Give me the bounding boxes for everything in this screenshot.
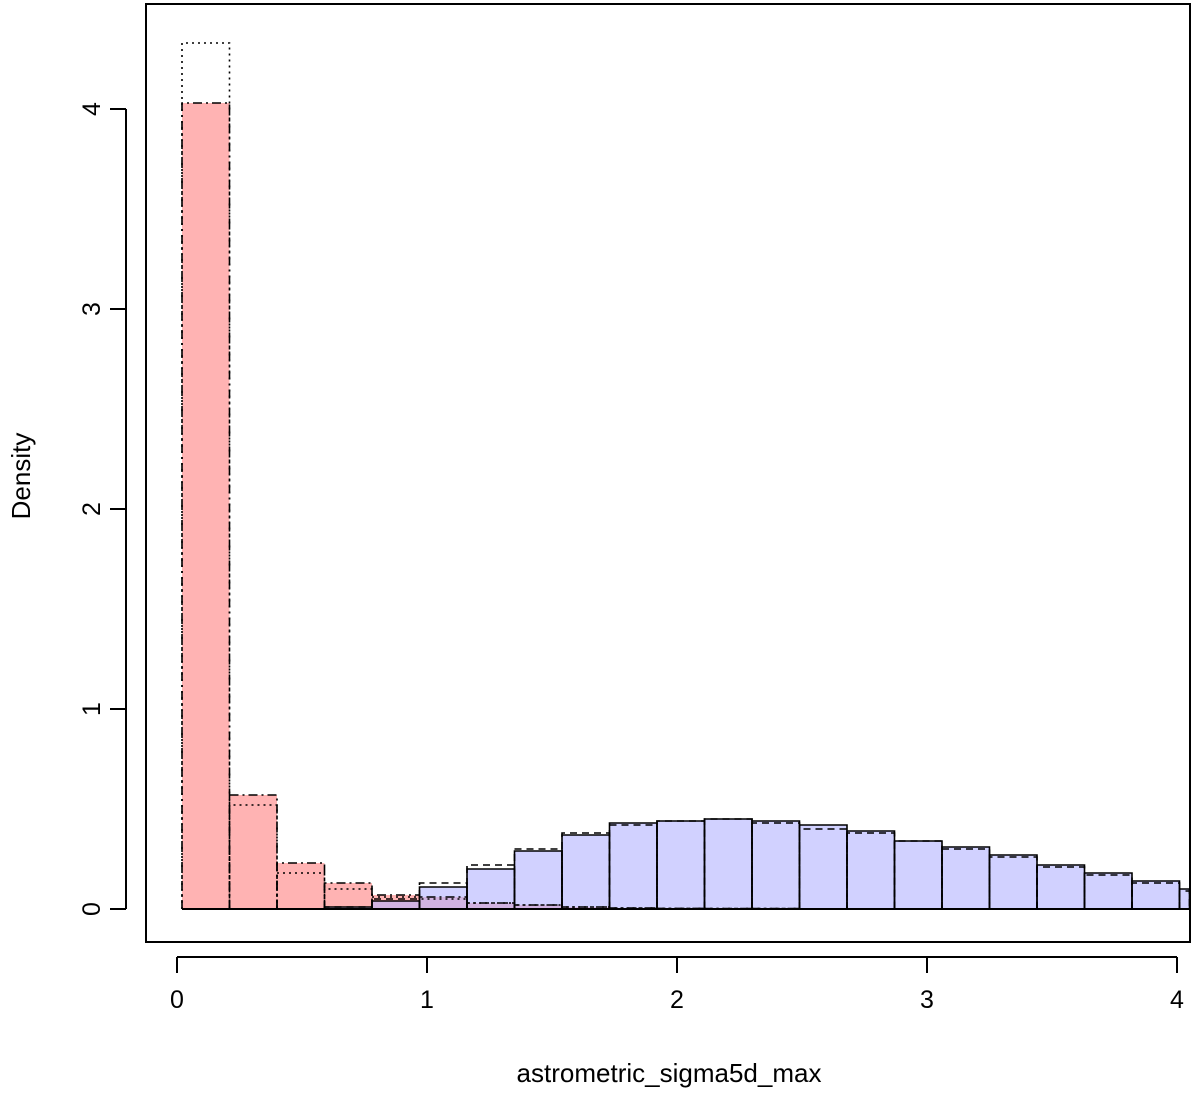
x-axis-label: astrometric_sigma5d_max [517, 1058, 822, 1088]
x-tick-label: 3 [920, 986, 934, 1014]
blue-bar [799, 825, 847, 909]
blue-bar [609, 823, 657, 909]
blue-bar [514, 851, 562, 909]
y-axis-label: Density [6, 433, 36, 520]
blue-bar [562, 835, 610, 909]
blue-bar-outline [893, 840, 943, 909]
red-histogram-bars [182, 103, 895, 909]
y-tick-label: 3 [78, 302, 106, 316]
blue-bar [1037, 865, 1085, 909]
y-axis: 0 1 2 3 4 [78, 102, 127, 916]
blue-bar [372, 901, 420, 909]
blue-bar-outline [798, 828, 848, 909]
blue-bar [752, 821, 800, 909]
blue-bar [847, 831, 895, 909]
blue-bar [1132, 881, 1180, 909]
blue-bar [1179, 889, 1190, 909]
blue-bar-outline [466, 864, 516, 909]
red-bar-outline [276, 872, 326, 909]
y-tick-label: 4 [78, 102, 106, 116]
red-bar-outline [323, 888, 373, 909]
x-tick-label: 0 [170, 986, 184, 1014]
blue-bar-outline [656, 820, 706, 909]
blue-bar-outline [703, 818, 753, 909]
x-axis: 0 1 2 3 4 [170, 956, 1184, 1014]
red-bar-outline [181, 42, 231, 909]
blue-bar-outline [1036, 866, 1086, 909]
y-tick-label: 0 [78, 902, 106, 916]
x-tick-label: 2 [670, 986, 684, 1014]
blue-histogram-bars [324, 819, 1190, 909]
blue-bar-outline [751, 822, 801, 909]
red-bar [324, 883, 372, 909]
y-tick-label: 1 [78, 702, 106, 716]
blue-bar [704, 819, 752, 909]
red-bar [277, 863, 325, 909]
red-bar [229, 795, 277, 909]
red-bar [182, 103, 230, 909]
y-tick-label: 2 [78, 502, 106, 516]
x-tick-label: 4 [1170, 986, 1184, 1014]
blue-bar [419, 887, 467, 909]
x-tick-label: 1 [420, 986, 434, 1014]
blue-bar [942, 847, 990, 909]
blue-bar [657, 821, 705, 909]
blue-bar [1084, 873, 1132, 909]
blue-bar [989, 855, 1037, 909]
blue-bar [894, 841, 942, 909]
histogram-outlines [181, 42, 1191, 910]
plot-frame [145, 3, 1191, 943]
red-bar-outline [228, 804, 278, 909]
